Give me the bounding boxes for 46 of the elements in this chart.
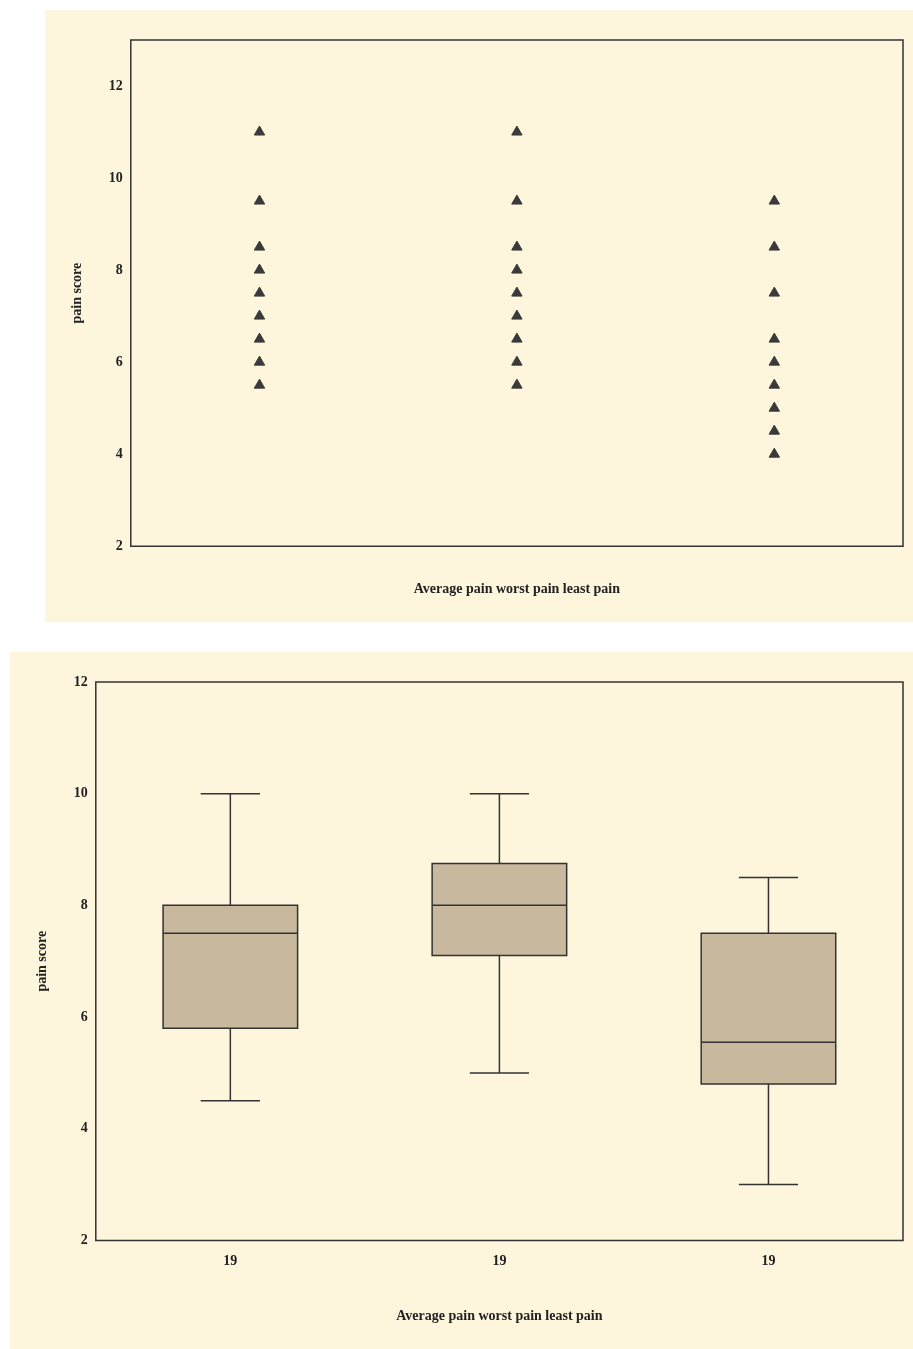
y-tick-label: 8 <box>80 896 88 912</box>
point <box>768 286 780 297</box>
y-tick-label: 10 <box>73 785 88 801</box>
point <box>253 378 266 389</box>
y-tick-label: 6 <box>115 353 123 369</box>
point <box>253 286 266 297</box>
point <box>511 378 523 389</box>
y-tick-label: 4 <box>80 1120 88 1136</box>
y-tick-label: 12 <box>73 673 88 689</box>
x-axis-title: Average pain worst pain least pain <box>396 1308 603 1324</box>
point <box>768 355 780 366</box>
point <box>768 424 780 435</box>
y-axis-title: pain score <box>34 930 50 992</box>
x-axis-title: Average pain worst pain least pain <box>413 581 621 597</box>
point <box>253 194 266 205</box>
point <box>511 125 523 136</box>
y-tick-label: 8 <box>115 261 123 277</box>
point <box>253 355 266 366</box>
y-axis-title: pain score <box>69 262 85 324</box>
y-tick-label: 2 <box>80 1232 88 1248</box>
point <box>768 240 780 251</box>
point <box>253 309 266 320</box>
point <box>511 194 523 205</box>
point <box>768 401 780 412</box>
point <box>253 240 266 251</box>
point <box>511 309 523 320</box>
point <box>768 194 780 205</box>
point <box>511 286 523 297</box>
x-tick-label: 19 <box>223 1253 238 1269</box>
point <box>768 447 780 458</box>
point <box>511 263 523 274</box>
point <box>253 125 266 136</box>
point <box>253 332 266 343</box>
x-tick-label: 19 <box>761 1253 776 1269</box>
y-tick-label: 10 <box>108 169 123 185</box>
point <box>511 355 523 366</box>
x-tick-label: 19 <box>492 1253 507 1269</box>
y-tick-label: 2 <box>115 537 123 553</box>
y-tick-label: 6 <box>80 1008 88 1024</box>
point <box>768 332 780 343</box>
point <box>768 378 780 389</box>
y-tick-label: 12 <box>108 77 123 93</box>
point <box>253 263 266 274</box>
point <box>511 240 523 251</box>
point <box>511 332 523 343</box>
y-tick-label: 4 <box>115 445 123 461</box>
